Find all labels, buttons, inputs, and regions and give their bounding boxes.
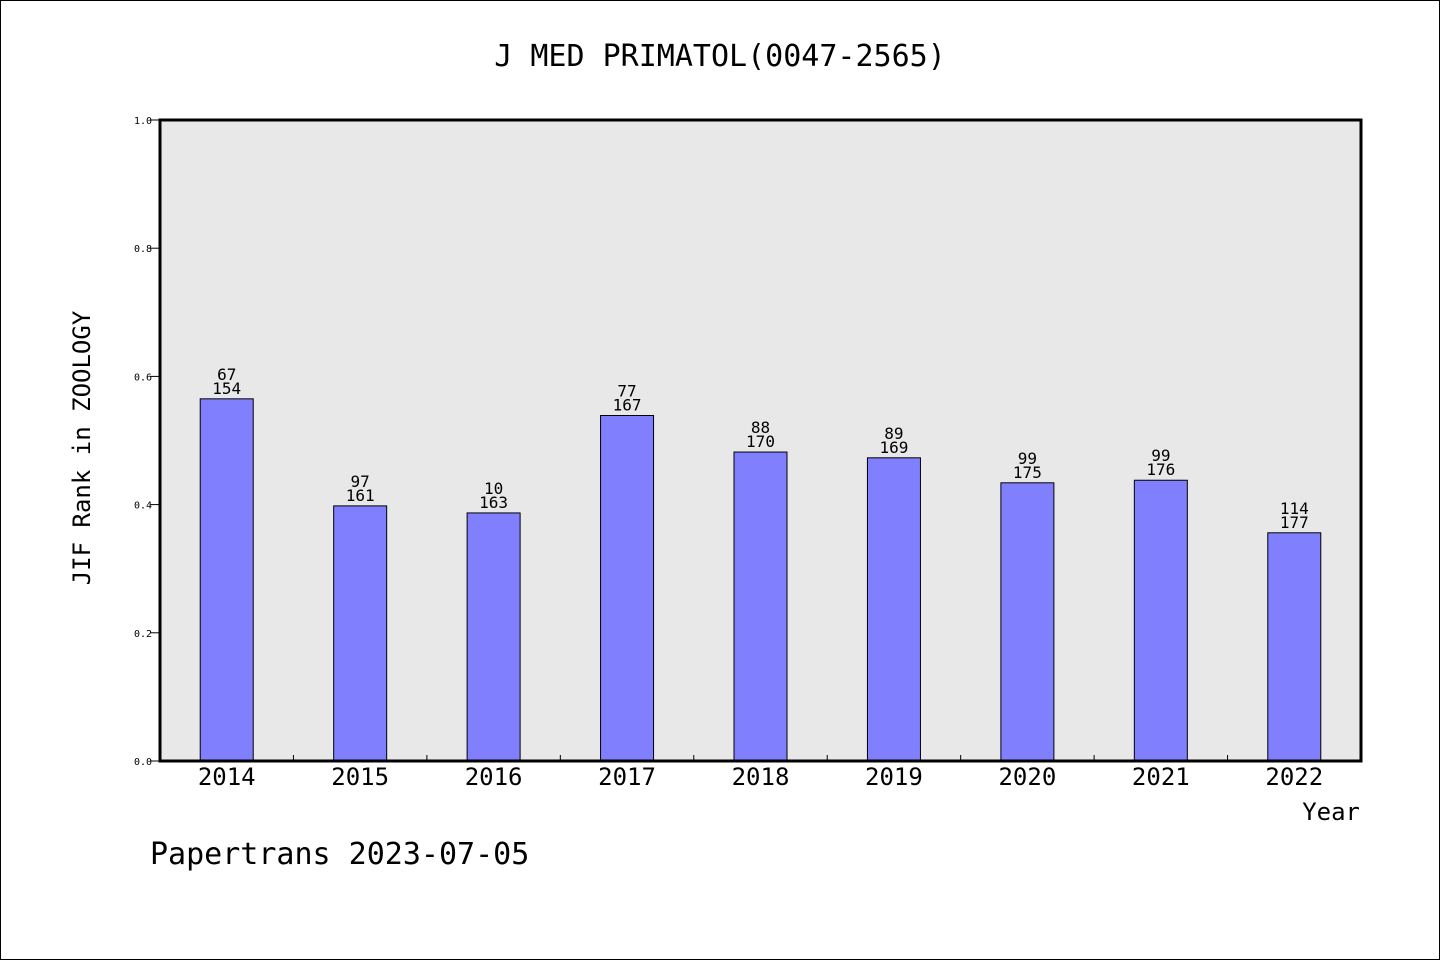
x-tick-label: 2015 [331, 763, 389, 791]
y-axis-label: JIF Rank in ZOOLOGY [68, 310, 96, 585]
x-axis: 2014 2015 2016 2017 2018 2019 2020 2021 2022 [198, 755, 1323, 791]
chart-title: J MED PRIMATOL(0047-2565) [494, 39, 946, 74]
x-tick-label: 2016 [465, 763, 523, 791]
y-tick-label: 0.6 [134, 372, 152, 383]
bar-total-label: 177 [1280, 513, 1309, 532]
bar-total-label: 175 [1013, 463, 1042, 482]
bar-rank-label: 99 [1018, 449, 1037, 468]
bar-rank-label: 89 [884, 424, 903, 443]
bar-2018 [733, 451, 788, 762]
bar-2020 [1000, 482, 1055, 762]
x-tick-label: 2020 [998, 763, 1056, 791]
bar-total-label: 176 [1146, 460, 1175, 479]
y-tick-label: 0.4 [134, 501, 152, 512]
bar-total-label: 169 [879, 438, 908, 457]
bar-total-label: 154 [212, 379, 241, 398]
bar-total-label: 163 [479, 493, 508, 512]
bar-total-label: 167 [613, 396, 642, 415]
x-tick-label: 2019 [865, 763, 923, 791]
x-tick-label: 2018 [732, 763, 790, 791]
bar-rank-label: 114 [1280, 499, 1309, 518]
y-tick-label: 1.0 [134, 116, 152, 127]
bar-total-label: 170 [746, 432, 775, 451]
bar-rank-label: 88 [751, 418, 770, 437]
x-tick-label: 2021 [1132, 763, 1190, 791]
bar-rank-label: 10 [484, 479, 503, 498]
bar-rank-label: 97 [351, 472, 370, 491]
bar-total-label: 161 [346, 486, 375, 505]
footer-watermark-text: Papertrans 2023-07-05 [150, 837, 529, 872]
plot-border [158, 118, 1363, 763]
bar-rank-label: 99 [1151, 446, 1170, 465]
bar-2014 [199, 398, 254, 762]
x-tick-label: 2017 [598, 763, 656, 791]
y-axis: 0.0 0.2 0.4 0.6 0.8 1.0 [134, 116, 160, 768]
x-tick-label: 2022 [1265, 763, 1323, 791]
y-tick-label: 0.0 [134, 757, 152, 768]
bar-rank-label: 67 [217, 365, 236, 384]
bar-2017 [600, 415, 655, 762]
y-tick-label: 0.8 [134, 244, 152, 255]
bar-rank-label: 77 [617, 382, 636, 401]
x-tick-label: 2014 [198, 763, 256, 791]
bar-2016 [466, 512, 521, 762]
bar-2022 [1267, 532, 1322, 762]
bar-2015 [333, 505, 388, 762]
y-tick-label: 0.2 [134, 629, 152, 640]
bar-2021 [1133, 479, 1188, 762]
x-axis-label: Year [1302, 798, 1360, 826]
bar-2019 [866, 457, 921, 762]
